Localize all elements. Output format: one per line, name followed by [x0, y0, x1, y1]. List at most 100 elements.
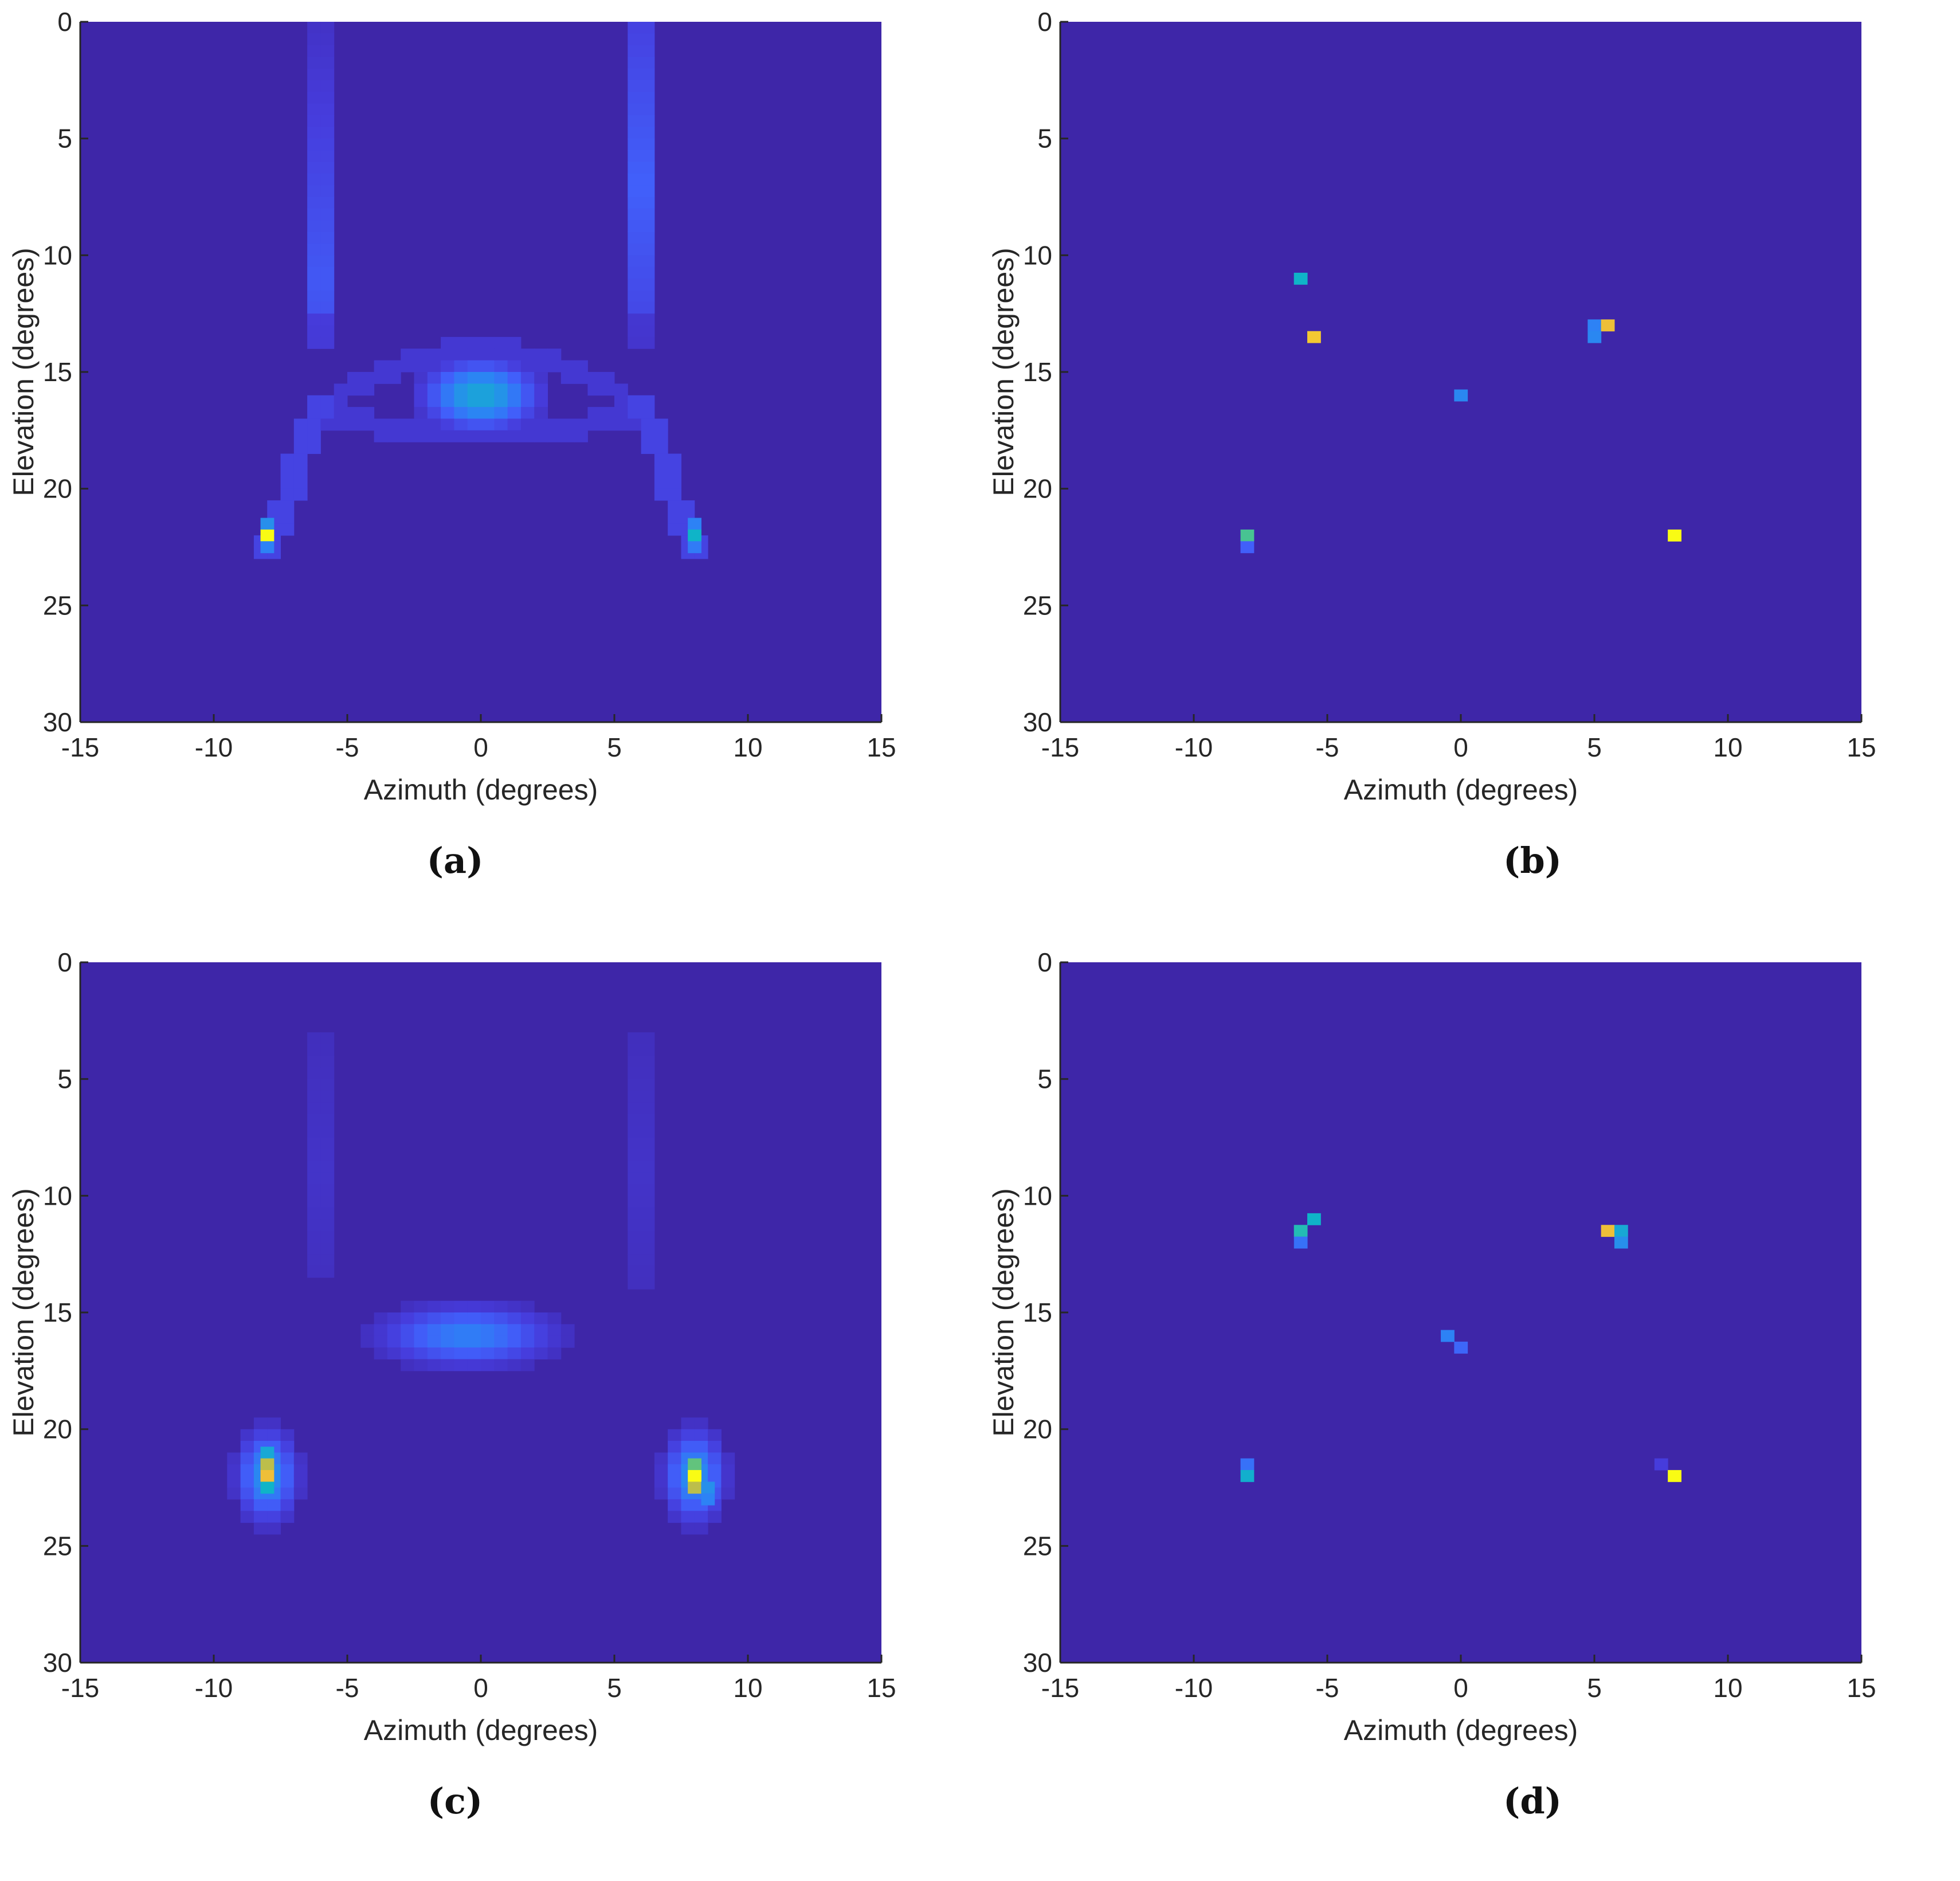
heatmap-cell: [307, 162, 321, 174]
heatmap-cells-b: [1240, 272, 1681, 554]
heatmap-cell: [307, 1172, 321, 1185]
heatmap-cell: [694, 1417, 708, 1430]
heatmap-cell: [520, 1335, 535, 1348]
heatmap-cell: [293, 1487, 308, 1500]
heatmap-cell: [694, 1429, 708, 1441]
heatmap-cell: [441, 348, 454, 361]
heatmap-cell: [641, 407, 655, 419]
heatmap-cell: [307, 1126, 321, 1138]
heatmap-cell: [547, 348, 562, 361]
y-tick-label: 10: [1023, 240, 1052, 270]
heatmap-cell: [668, 512, 681, 524]
y-tick-label: 30: [1023, 1648, 1052, 1678]
heatmap-cell: [387, 1347, 401, 1359]
heatmap-cell: [307, 80, 321, 92]
panel-b: -15 -10 -5 0 5 10 15 0 5 10 15 20 25 30 Azimuth (degre…: [980, 0, 1960, 940]
heatmap-cell: [481, 1359, 495, 1371]
heatmap-cell: [467, 1312, 481, 1324]
heatmap-cell: [641, 80, 655, 92]
heatmap-cell: [360, 407, 375, 419]
heatmap-cell: [520, 418, 535, 431]
heatmap-cell: [681, 1522, 695, 1535]
x-tick-label: 15: [1847, 1673, 1876, 1703]
heatmap-cell: [628, 1219, 642, 1231]
x-axis-title-b: Azimuth (degrees): [1344, 774, 1578, 806]
heatmap-cell: [320, 279, 335, 291]
heatmap-cell: [494, 1324, 508, 1337]
heatmap-cell: [681, 1499, 695, 1511]
heatmap-cell: [454, 1300, 468, 1313]
heatmap-cell: [320, 162, 335, 174]
y-tick-label: 20: [43, 1414, 72, 1444]
heatmap-cell: [307, 279, 321, 291]
heatmap-cell: [628, 92, 642, 104]
heatmap-cell: [387, 1335, 401, 1348]
y-tick-label: 20: [1023, 1414, 1052, 1444]
x-tick-label: 10: [1713, 1673, 1742, 1703]
heatmap-cell: [481, 1347, 495, 1359]
heatmap-cell: [688, 1458, 701, 1471]
heatmap-cell: [320, 22, 335, 34]
heatmap-cell: [1293, 272, 1308, 285]
heatmap-cell: [654, 453, 668, 466]
heatmap-cell: [1293, 1225, 1308, 1237]
heatmap-cell: [454, 418, 468, 431]
heatmap-cell: [320, 1044, 335, 1056]
heatmap-cell: [641, 1032, 655, 1045]
y-tick-label: 25: [43, 1531, 72, 1561]
heatmap-cell: [628, 1044, 642, 1056]
heatmap-cell: [441, 1324, 454, 1337]
heatmap-cell: [628, 1091, 642, 1103]
heatmap-cell: [454, 348, 468, 361]
heatmap-cell: [441, 336, 454, 349]
heatmap-cell: [507, 1335, 522, 1348]
heatmap-cell: [654, 1487, 668, 1500]
heatmap-cell: [427, 395, 441, 407]
heatmap-cell: [280, 453, 295, 466]
heatmap-cell: [668, 453, 681, 466]
heatmap-cell: [240, 1511, 254, 1523]
heatmap-cell: [320, 407, 335, 419]
heatmap-cell: [307, 173, 321, 186]
heatmap-cell: [280, 1499, 295, 1511]
heatmap-cell: [628, 314, 642, 326]
heatmap-cell: [320, 325, 335, 338]
heatmap-cell: [280, 1464, 295, 1476]
heatmap-cell: [708, 1441, 722, 1453]
heatmap-cell: [467, 1347, 481, 1359]
heatmap-cell: [320, 1137, 335, 1150]
heatmap-cell: [387, 1312, 401, 1324]
heatmap-cell: [641, 197, 655, 209]
heatmap-cell: [414, 372, 428, 384]
heatmap-cell: [507, 383, 522, 396]
heatmap-cell: [387, 418, 401, 431]
heatmap-cell: [454, 1347, 468, 1359]
heatmap-cell: [641, 208, 655, 221]
heatmap-cell: [494, 430, 508, 442]
heatmap-cell: [641, 1242, 655, 1255]
heatmap-cell: [387, 372, 401, 384]
heatmap-cell: [628, 68, 642, 81]
heatmap-cell: [628, 80, 642, 92]
heatmap-cell: [641, 1265, 655, 1278]
heatmap-cell: [441, 360, 454, 373]
heatmap-cell: [507, 1359, 522, 1371]
heatmap-cell: [628, 336, 642, 349]
heatmap-cell: [401, 1324, 414, 1337]
heatmap-cell: [668, 500, 681, 512]
heatmap-cell: [641, 92, 655, 104]
y-axis-title-d: Elevation (degrees): [987, 1188, 1020, 1437]
heatmap-cell: [401, 1335, 414, 1348]
heatmap-cell: [628, 208, 642, 221]
heatmap-cell: [467, 336, 481, 349]
x-tick-label: -15: [61, 732, 99, 762]
heatmap-cell: [307, 336, 321, 349]
x-tick-label: 15: [1847, 732, 1876, 762]
heatmap-cell: [427, 1324, 441, 1337]
heatmap-cell: [227, 1487, 241, 1500]
heatmap-cell: [267, 500, 281, 512]
heatmap-cell: [467, 1324, 481, 1337]
heatmap-cell: [641, 1055, 655, 1068]
heatmap-cell: [641, 1126, 655, 1138]
heatmap-cell: [708, 1452, 722, 1465]
